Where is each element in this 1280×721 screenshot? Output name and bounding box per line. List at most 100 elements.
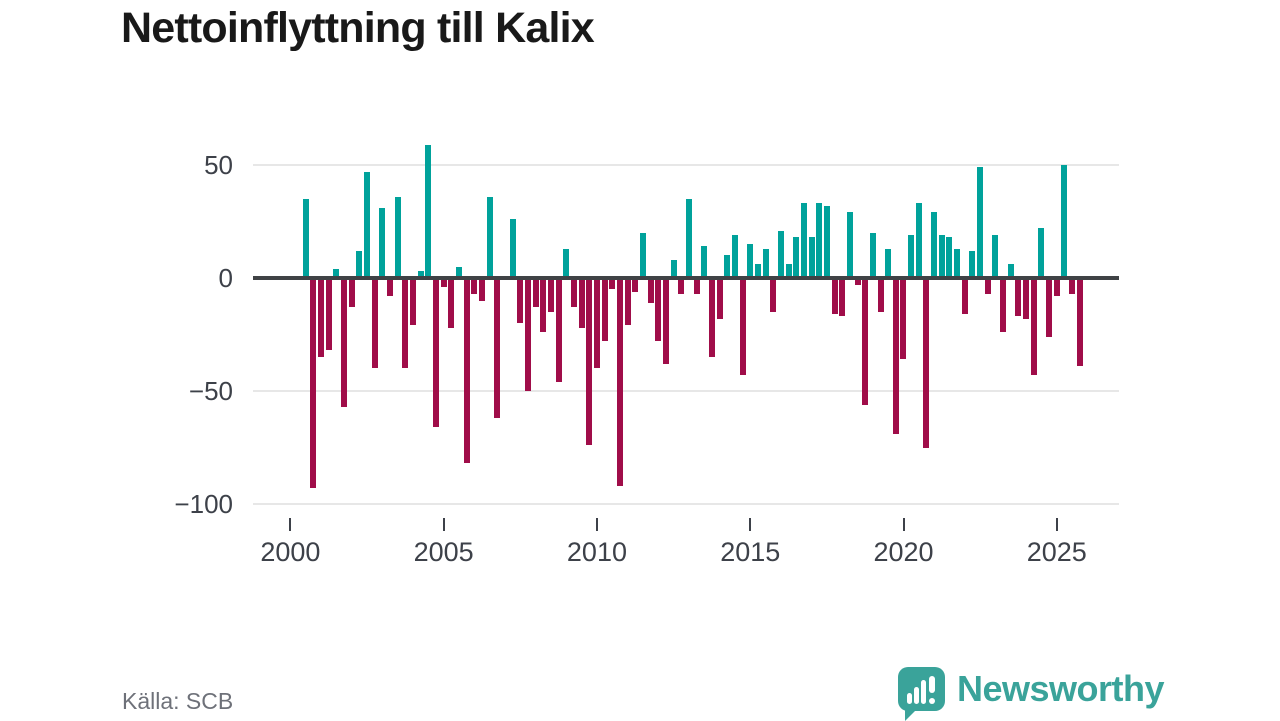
bar-2013-Q2 bbox=[693, 278, 700, 294]
x-tick-2015 bbox=[749, 518, 752, 531]
bar-2003-Q2 bbox=[387, 278, 393, 297]
chart-title: Nettoinflyttning till Kalix bbox=[121, 4, 595, 52]
bar-2001-Q2 bbox=[325, 278, 332, 351]
bar-2024-Q3 bbox=[1038, 228, 1045, 278]
y-axis-label--100: −100 bbox=[174, 489, 233, 519]
bar-2006-Q3 bbox=[486, 196, 493, 278]
bar-2025-Q3 bbox=[1069, 278, 1076, 294]
bar-2018-Q2 bbox=[846, 212, 853, 278]
x-axis-label-2025: 2025 bbox=[1026, 537, 1087, 567]
bar-2014-Q4 bbox=[739, 278, 746, 376]
bar-2016-Q2 bbox=[785, 264, 792, 278]
bar-2011-Q2 bbox=[632, 278, 639, 292]
bar-2006-Q1 bbox=[471, 278, 478, 294]
bar-2004-Q2 bbox=[417, 271, 424, 278]
bar-2012-Q3 bbox=[670, 259, 677, 278]
bar-2002-Q1 bbox=[348, 278, 355, 308]
bar-2016-Q4 bbox=[800, 203, 807, 278]
bar-2020-Q4 bbox=[923, 278, 930, 448]
bar-2003-Q4 bbox=[402, 278, 409, 369]
bar-2018-Q1 bbox=[839, 278, 846, 317]
newsworthy-logo: Newsworthy bbox=[898, 665, 1165, 721]
bar-2008-Q3 bbox=[547, 278, 554, 312]
bar-2018-Q3 bbox=[854, 278, 861, 285]
x-tick-2025 bbox=[1055, 518, 1058, 531]
bar-2015-Q1 bbox=[747, 244, 754, 278]
bar-2008-Q1 bbox=[532, 278, 539, 308]
bar-2005-Q2 bbox=[448, 278, 455, 328]
bar-2000-Q4 bbox=[310, 278, 317, 489]
bar-2024-Q4 bbox=[1046, 278, 1053, 337]
x-axis-label-2015: 2015 bbox=[720, 537, 781, 567]
bar-2010-Q4 bbox=[616, 278, 623, 486]
logo-chart-bar-2 bbox=[914, 687, 919, 704]
bar-2023-Q1 bbox=[992, 235, 999, 278]
bar-2017-Q2 bbox=[816, 203, 823, 278]
bar-2024-Q1 bbox=[1023, 278, 1030, 319]
bar-2010-Q3 bbox=[609, 278, 616, 290]
zero-axis-line bbox=[253, 276, 1119, 280]
bar-2007-Q4 bbox=[524, 278, 531, 391]
bar-2019-Q4 bbox=[892, 278, 899, 434]
bar-2011-Q3 bbox=[639, 232, 646, 278]
gridline-y-100 bbox=[253, 503, 1119, 505]
bar-2007-Q3 bbox=[517, 278, 524, 324]
bar-2006-Q4 bbox=[494, 278, 501, 419]
bar-2023-Q2 bbox=[1000, 278, 1007, 333]
bar-2015-Q4 bbox=[770, 278, 777, 312]
bar-2018-Q4 bbox=[862, 278, 869, 405]
bar-2008-Q2 bbox=[540, 278, 547, 333]
logo-chart-bar-1 bbox=[907, 693, 912, 704]
y-axis-label-0: 0 bbox=[218, 263, 233, 293]
bar-2022-Q2 bbox=[969, 250, 976, 278]
bar-2021-Q1 bbox=[931, 212, 938, 278]
bar-2025-Q2 bbox=[1061, 165, 1068, 278]
x-tick-2010 bbox=[595, 518, 598, 531]
bar-2007-Q2 bbox=[509, 219, 516, 278]
bar-2009-Q3 bbox=[578, 278, 585, 328]
bar-2019-Q1 bbox=[869, 232, 876, 278]
bar-2012-Q4 bbox=[678, 278, 685, 294]
bar-2009-Q2 bbox=[570, 278, 577, 308]
bar-2014-Q3 bbox=[731, 235, 738, 278]
logo-exclamation-bar bbox=[929, 676, 935, 693]
y-axis-label-50: 50 bbox=[204, 150, 233, 180]
bar-2021-Q3 bbox=[946, 237, 953, 278]
logo-exclamation-dot bbox=[929, 698, 935, 704]
bar-2020-Q1 bbox=[900, 278, 907, 360]
bar-2009-Q1 bbox=[563, 248, 570, 278]
bar-2005-Q1 bbox=[440, 278, 447, 288]
y-axis-label--50: −50 bbox=[188, 376, 233, 406]
bar-2004-Q4 bbox=[432, 278, 439, 428]
bar-2016-Q1 bbox=[777, 230, 784, 278]
bar-2022-Q4 bbox=[984, 278, 991, 294]
bar-2017-Q1 bbox=[808, 237, 815, 278]
bar-2015-Q3 bbox=[762, 248, 769, 278]
bar-2004-Q1 bbox=[410, 278, 416, 326]
bar-2013-Q1 bbox=[685, 198, 692, 278]
bar-2008-Q4 bbox=[555, 278, 562, 382]
bar-2014-Q2 bbox=[724, 255, 731, 278]
bar-2001-Q3 bbox=[333, 268, 340, 278]
gridline-y50 bbox=[253, 164, 1119, 166]
bar-2002-Q4 bbox=[371, 278, 378, 369]
logo-chart-bar-3 bbox=[921, 680, 926, 704]
bar-2021-Q2 bbox=[938, 235, 945, 278]
bar-2002-Q3 bbox=[364, 171, 370, 278]
bar-2021-Q4 bbox=[954, 248, 961, 278]
x-tick-2000 bbox=[289, 518, 292, 531]
bar-2023-Q3 bbox=[1007, 264, 1014, 278]
logo-wordmark: Newsworthy bbox=[957, 668, 1165, 709]
bar-2020-Q2 bbox=[908, 235, 915, 278]
source-note: Källa: SCB bbox=[122, 688, 234, 714]
x-axis-label-2000: 2000 bbox=[260, 537, 321, 567]
bar-2002-Q2 bbox=[356, 250, 363, 278]
bar-2011-Q4 bbox=[647, 278, 654, 303]
bar-2023-Q4 bbox=[1015, 278, 1022, 317]
bar-2013-Q4 bbox=[708, 278, 715, 358]
gridline-y-50 bbox=[253, 390, 1119, 392]
logo-bubble-tail bbox=[905, 708, 918, 721]
bar-2019-Q3 bbox=[885, 248, 892, 278]
bar-2025-Q1 bbox=[1053, 278, 1060, 297]
bar-2012-Q2 bbox=[662, 278, 669, 364]
